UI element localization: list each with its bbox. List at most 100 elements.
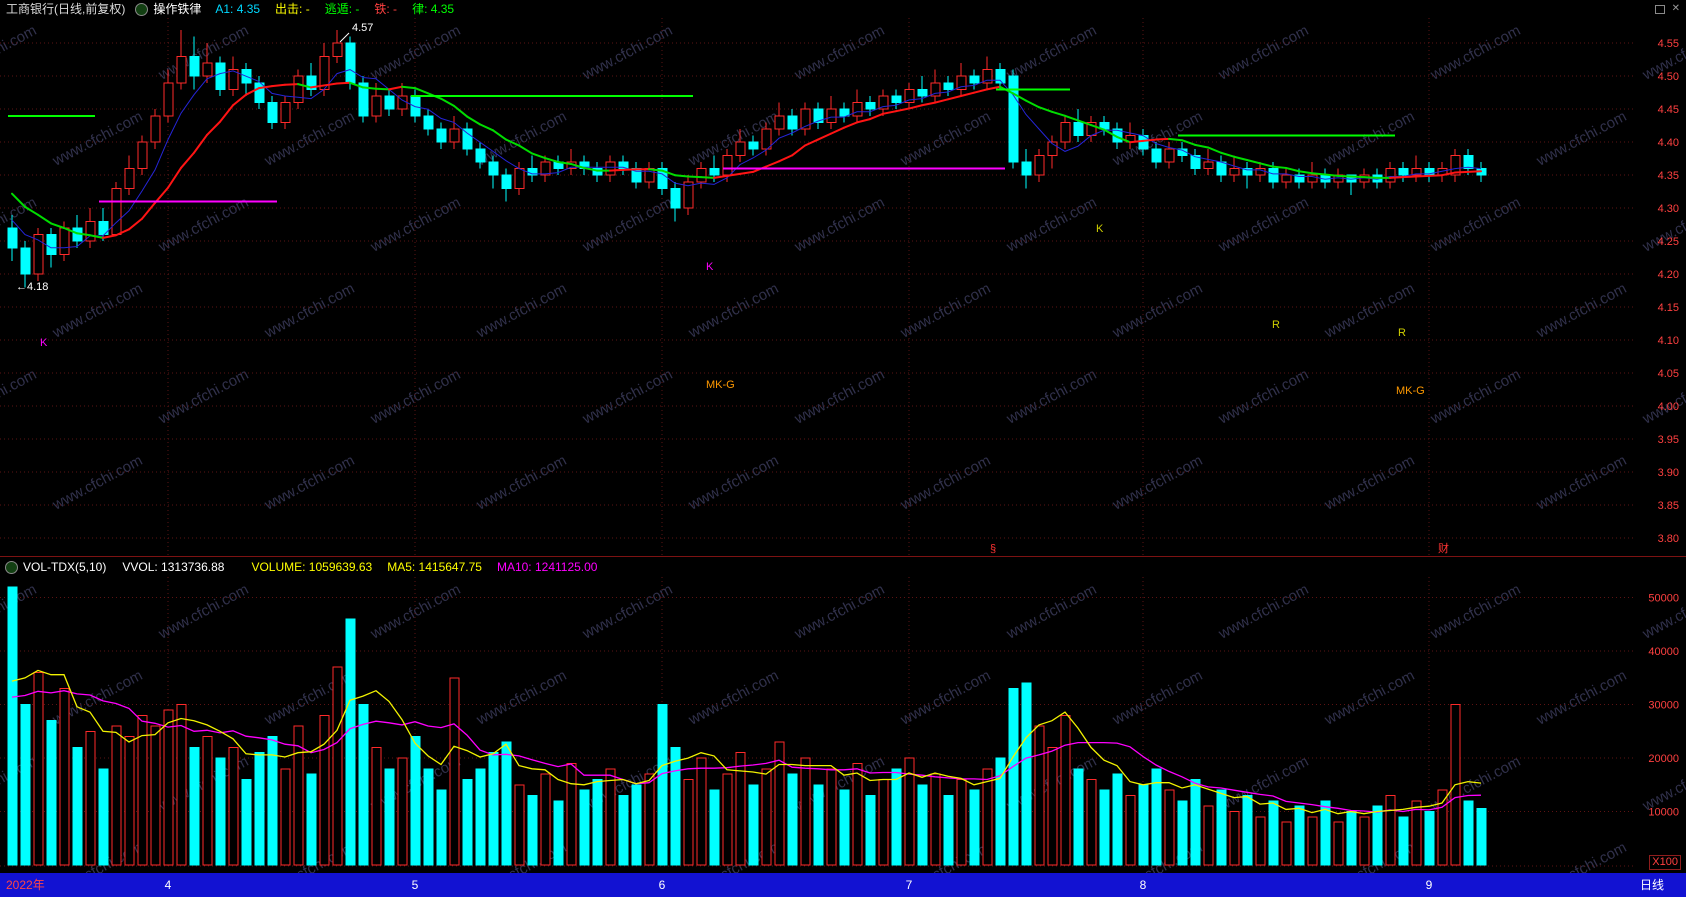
watermark-text: www.cfchi.com (473, 280, 569, 342)
watermark-text: www.cfchi.com (1533, 667, 1629, 729)
volume-ma5-value: MA5: 1415647.75 (387, 560, 482, 574)
watermark-text: www.cfchi.com (49, 280, 145, 342)
month-label: 4 (164, 878, 172, 892)
watermark-text: www.cfchi.com (1215, 194, 1311, 256)
watermark-text: www.cfchi.com (791, 366, 887, 428)
watermark-text: www.cfchi.com (897, 108, 993, 170)
chart-annotation: MK-G (706, 379, 735, 391)
volume-tick-label: 20000 (1648, 753, 1679, 765)
price-tick-label: 4.15 (1658, 302, 1679, 314)
volume-indicator-name: VOL-TDX(5,10) (23, 560, 107, 574)
volume-ma10-value: MA10: 1241125.00 (496, 560, 598, 574)
volume-header: VOL-TDX(5,10) VVOL: 1313736.88 VOLUME: 1… (0, 557, 1686, 577)
watermark-text: www.cfchi.com (579, 366, 675, 428)
main-price-chart[interactable]: www.cfchi.com www.cfchi.com www.cfchi.com w… (0, 18, 1686, 556)
price-tick-label: 4.40 (1658, 137, 1679, 149)
price-tick-label: 4.45 (1658, 104, 1679, 116)
watermark-text: www.cfchi.com (897, 280, 993, 342)
price-tick-label: 3.80 (1658, 533, 1679, 545)
price-tick-label: 4.55 (1658, 38, 1679, 50)
price-tick-label: 3.90 (1658, 467, 1679, 479)
price-tick-label: 4.10 (1658, 335, 1679, 347)
watermark-text: www.cfchi.com (155, 366, 251, 428)
indicator-field-a1: A1: 4.35 (215, 2, 261, 16)
chart-annotation: R (1398, 327, 1406, 339)
volume-tick-label: 10000 (1648, 807, 1679, 819)
watermark-text: www.cfchi.com (1003, 366, 1099, 428)
chart-annotation: § (990, 543, 996, 555)
watermark-text: www.cfchi.com (579, 22, 675, 84)
volume-tick-label: 40000 (1648, 646, 1679, 658)
watermark-text: www.cfchi.com (1533, 452, 1629, 514)
signal-level-lines (8, 88, 1395, 203)
period-selector[interactable]: 日线 (1639, 878, 1664, 892)
window-close-icon[interactable]: ✕ (1671, 3, 1680, 14)
watermark-text: www.cfchi.com (1533, 839, 1629, 873)
watermark-text: www.cfchi.com (1321, 108, 1417, 170)
watermark-text: www.cfchi.com (1003, 581, 1099, 643)
watermark-text: www.cfchi.com (0, 366, 39, 428)
watermark-text: www.cfchi.com (0, 22, 39, 84)
volume-chart[interactable]: www.cfchi.com www.cfchi.com www.cfchi.com w… (0, 577, 1686, 873)
watermark-text: www.cfchi.com (1109, 667, 1205, 729)
watermark-text: www.cfchi.com (155, 581, 251, 643)
watermark-layer: www.cfchi.com www.cfchi.com www.cfchi.com w… (0, 22, 1686, 514)
watermark-text: www.cfchi.com (791, 22, 887, 84)
volume-indicator-icon[interactable] (5, 560, 18, 574)
indicator-field-lv: 律: 4.35 (412, 2, 455, 16)
volume-ma5-line (11, 669, 1482, 815)
ma5-line (11, 69, 1482, 249)
watermark-text: www.cfchi.com (1109, 280, 1205, 342)
window-controls: ✕ (1654, 3, 1680, 14)
watermark-text: www.cfchi.com (1427, 194, 1523, 256)
chart-annotations: ←4.18 4.57 K K K R R MK-G MK-G § 财 (16, 22, 1449, 555)
watermark-text: www.cfchi.com (155, 194, 251, 256)
volume-ma10-line (11, 690, 1482, 813)
indicator-icon[interactable] (135, 2, 149, 16)
watermark-text: www.cfchi.com (791, 581, 887, 643)
watermark-text: www.cfchi.com (49, 108, 145, 170)
chart-annotation: 4.57 (352, 22, 373, 34)
watermark-text: www.cfchi.com (261, 280, 357, 342)
chart-annotation: K (1096, 223, 1104, 235)
watermark-text: www.cfchi.com (1215, 581, 1311, 643)
vvol-value: VVOL: 1313736.88 (122, 560, 225, 574)
watermark-text: www.cfchi.com (897, 667, 993, 729)
watermark-text: www.cfchi.com (1533, 108, 1629, 170)
watermark-text: www.cfchi.com (473, 452, 569, 514)
watermark-text: www.cfchi.com (1215, 22, 1311, 84)
indicator-name: 操作铁律 (153, 2, 202, 16)
panel-splitter[interactable] (0, 556, 1686, 557)
chart-annotation: 财 (1438, 541, 1449, 555)
price-tick-label: 4.20 (1658, 269, 1679, 281)
indicator-field-taodun: 逃遁: - (324, 2, 360, 16)
window-restore-icon[interactable] (1654, 4, 1665, 14)
watermark-text: www.cfchi.com (1533, 280, 1629, 342)
volume-bars (7, 586, 1487, 866)
watermark-text: www.cfchi.com (1427, 22, 1523, 84)
watermark-text: www.cfchi.com (685, 452, 781, 514)
date-axis-bar: 日线 2022年 4 5 6 7 8 9 (0, 873, 1686, 897)
watermark-text: www.cfchi.com (685, 280, 781, 342)
watermark-text: www.cfchi.com (685, 667, 781, 729)
month-label: 9 (1425, 878, 1433, 892)
price-tick-label: 4.35 (1658, 170, 1679, 182)
watermark-text: www.cfchi.com (897, 452, 993, 514)
watermark-text: www.cfchi.com (1003, 22, 1099, 84)
watermark-text: www.cfchi.com (1215, 366, 1311, 428)
month-label: 8 (1139, 878, 1147, 892)
price-tick-label: 3.95 (1658, 434, 1679, 446)
watermark-text: www.cfchi.com (261, 667, 357, 729)
chart-annotation: R (1272, 319, 1280, 331)
price-tick-label: 4.05 (1658, 368, 1679, 380)
price-tick-label: 4.00 (1658, 401, 1679, 413)
chart-annotation: K (40, 337, 48, 349)
price-tick-label: 4.50 (1658, 71, 1679, 83)
watermark-text: www.cfchi.com (1003, 194, 1099, 256)
watermark-text: www.cfchi.com (1109, 452, 1205, 514)
watermark-text: www.cfchi.com (261, 452, 357, 514)
watermark-text: www.cfchi.com (1427, 366, 1523, 428)
indicator-field-chuji: 出击: - (275, 2, 310, 16)
watermark-text: www.cfchi.com (49, 452, 145, 514)
watermark-text: www.cfchi.com (1321, 452, 1417, 514)
